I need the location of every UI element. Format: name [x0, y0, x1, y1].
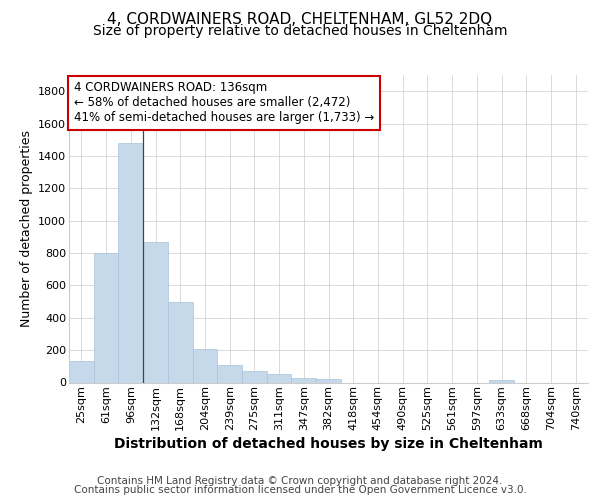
Bar — [217, 364, 242, 382]
Bar — [143, 242, 168, 382]
Bar — [168, 302, 193, 382]
Bar — [292, 378, 316, 382]
Text: Contains public sector information licensed under the Open Government Licence v3: Contains public sector information licen… — [74, 485, 526, 495]
Bar — [94, 253, 118, 382]
Bar — [193, 350, 217, 382]
Y-axis label: Number of detached properties: Number of detached properties — [20, 130, 32, 327]
Text: Size of property relative to detached houses in Cheltenham: Size of property relative to detached ho… — [93, 24, 507, 38]
Bar — [316, 380, 341, 382]
X-axis label: Distribution of detached houses by size in Cheltenham: Distribution of detached houses by size … — [114, 437, 543, 451]
Text: 4 CORDWAINERS ROAD: 136sqm
← 58% of detached houses are smaller (2,472)
41% of s: 4 CORDWAINERS ROAD: 136sqm ← 58% of deta… — [74, 82, 374, 124]
Bar — [267, 374, 292, 382]
Text: 4, CORDWAINERS ROAD, CHELTENHAM, GL52 2DQ: 4, CORDWAINERS ROAD, CHELTENHAM, GL52 2D… — [107, 12, 493, 28]
Bar — [242, 371, 267, 382]
Bar — [489, 380, 514, 382]
Bar — [69, 362, 94, 382]
Text: Contains HM Land Registry data © Crown copyright and database right 2024.: Contains HM Land Registry data © Crown c… — [97, 476, 503, 486]
Bar — [118, 143, 143, 382]
